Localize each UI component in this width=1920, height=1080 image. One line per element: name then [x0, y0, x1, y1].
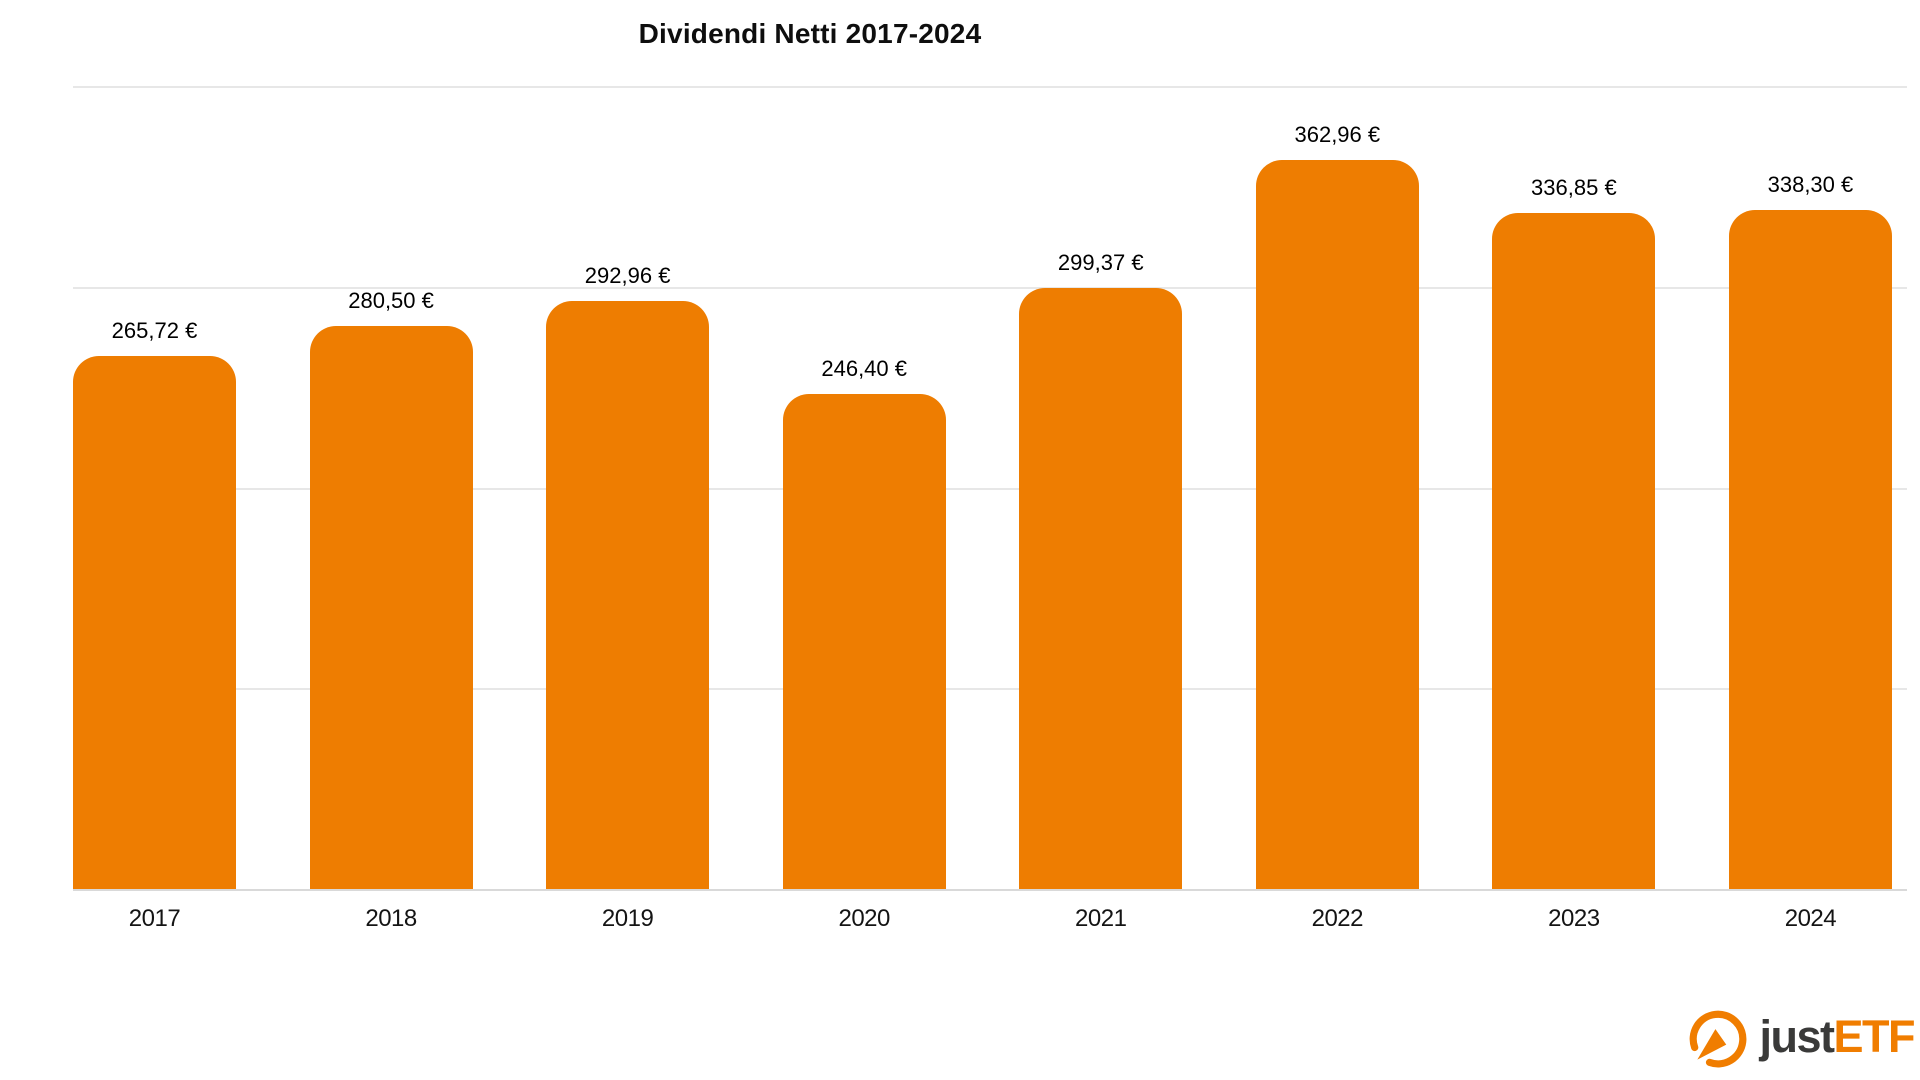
bar-value-label-2019: 292,96 € — [584, 262, 671, 288]
bar-value-label-2018: 280,50 € — [348, 287, 434, 313]
gauge-icon — [1690, 1010, 1747, 1068]
chart-title: Dividendi Netti 2017-2024 — [638, 18, 982, 49]
plot-area: 265,72 € 2017 280,50 € 2018 292,96 € 2019 246,… — [73, 86, 1907, 932]
bar-group-2024: 338,30 € 2024 — [1728, 86, 1892, 932]
bar-group-2023: 336,85 € 2023 — [1492, 86, 1656, 932]
bar-group-2020: 246,40 € 2020 — [782, 86, 946, 932]
x-axis-label-2021: 2021 — [1075, 905, 1127, 932]
x-axis-label-2019: 2019 — [601, 905, 654, 932]
bar-2021 — [1019, 288, 1183, 889]
x-axis-label-2023: 2023 — [1548, 905, 1600, 932]
bars: 265,72 € 2017 280,50 € 2018 292,96 € 2019 246,… — [73, 86, 1892, 932]
x-axis-label-2022: 2022 — [1311, 905, 1364, 932]
x-axis-label-2018: 2018 — [365, 905, 417, 932]
bar-group-2018: 280,50 € 2018 — [309, 86, 473, 932]
bar-2020 — [782, 394, 946, 889]
logo-text-just: just — [1759, 1010, 1835, 1062]
justetf-logo: justETF — [1685, 1008, 1916, 1070]
gridline-200 — [73, 487, 1907, 490]
bar-2017 — [73, 355, 236, 889]
bar-value-label-2024: 338,30 € — [1767, 171, 1854, 197]
bar-2023 — [1492, 212, 1656, 889]
logo-wordmark: justETF — [1759, 1010, 1916, 1065]
bar-group-2017: 265,72 € 2017 — [73, 86, 236, 932]
bar-2022 — [1255, 160, 1419, 889]
x-axis-label-2017: 2017 — [128, 905, 181, 932]
gridline-400 — [73, 86, 1907, 88]
bar-2019 — [546, 300, 710, 889]
bar-group-2022: 362,96 € 2022 — [1255, 86, 1419, 932]
bar-value-label-2017: 265,72 € — [111, 317, 198, 343]
bar-group-2021: 299,37 € 2021 — [1019, 86, 1183, 932]
bar-value-label-2022: 362,96 € — [1294, 122, 1381, 148]
gridline-300 — [73, 286, 1907, 289]
bar-value-label-2020: 246,40 € — [821, 356, 908, 382]
bar-value-label-2023: 336,85 € — [1531, 174, 1617, 200]
x-axis-label-2024: 2024 — [1784, 905, 1837, 932]
bar-value-label-2021: 299,37 € — [1057, 250, 1144, 276]
x-axis-baseline — [73, 889, 1907, 891]
bar-group-2019: 292,96 € 2019 — [546, 86, 710, 932]
x-axis-label-2020: 2020 — [838, 905, 890, 932]
bar-2024 — [1728, 209, 1892, 889]
logo-text-etf: ETF — [1833, 1010, 1916, 1062]
gridline-100 — [73, 688, 1907, 691]
bar-2018 — [309, 325, 473, 889]
